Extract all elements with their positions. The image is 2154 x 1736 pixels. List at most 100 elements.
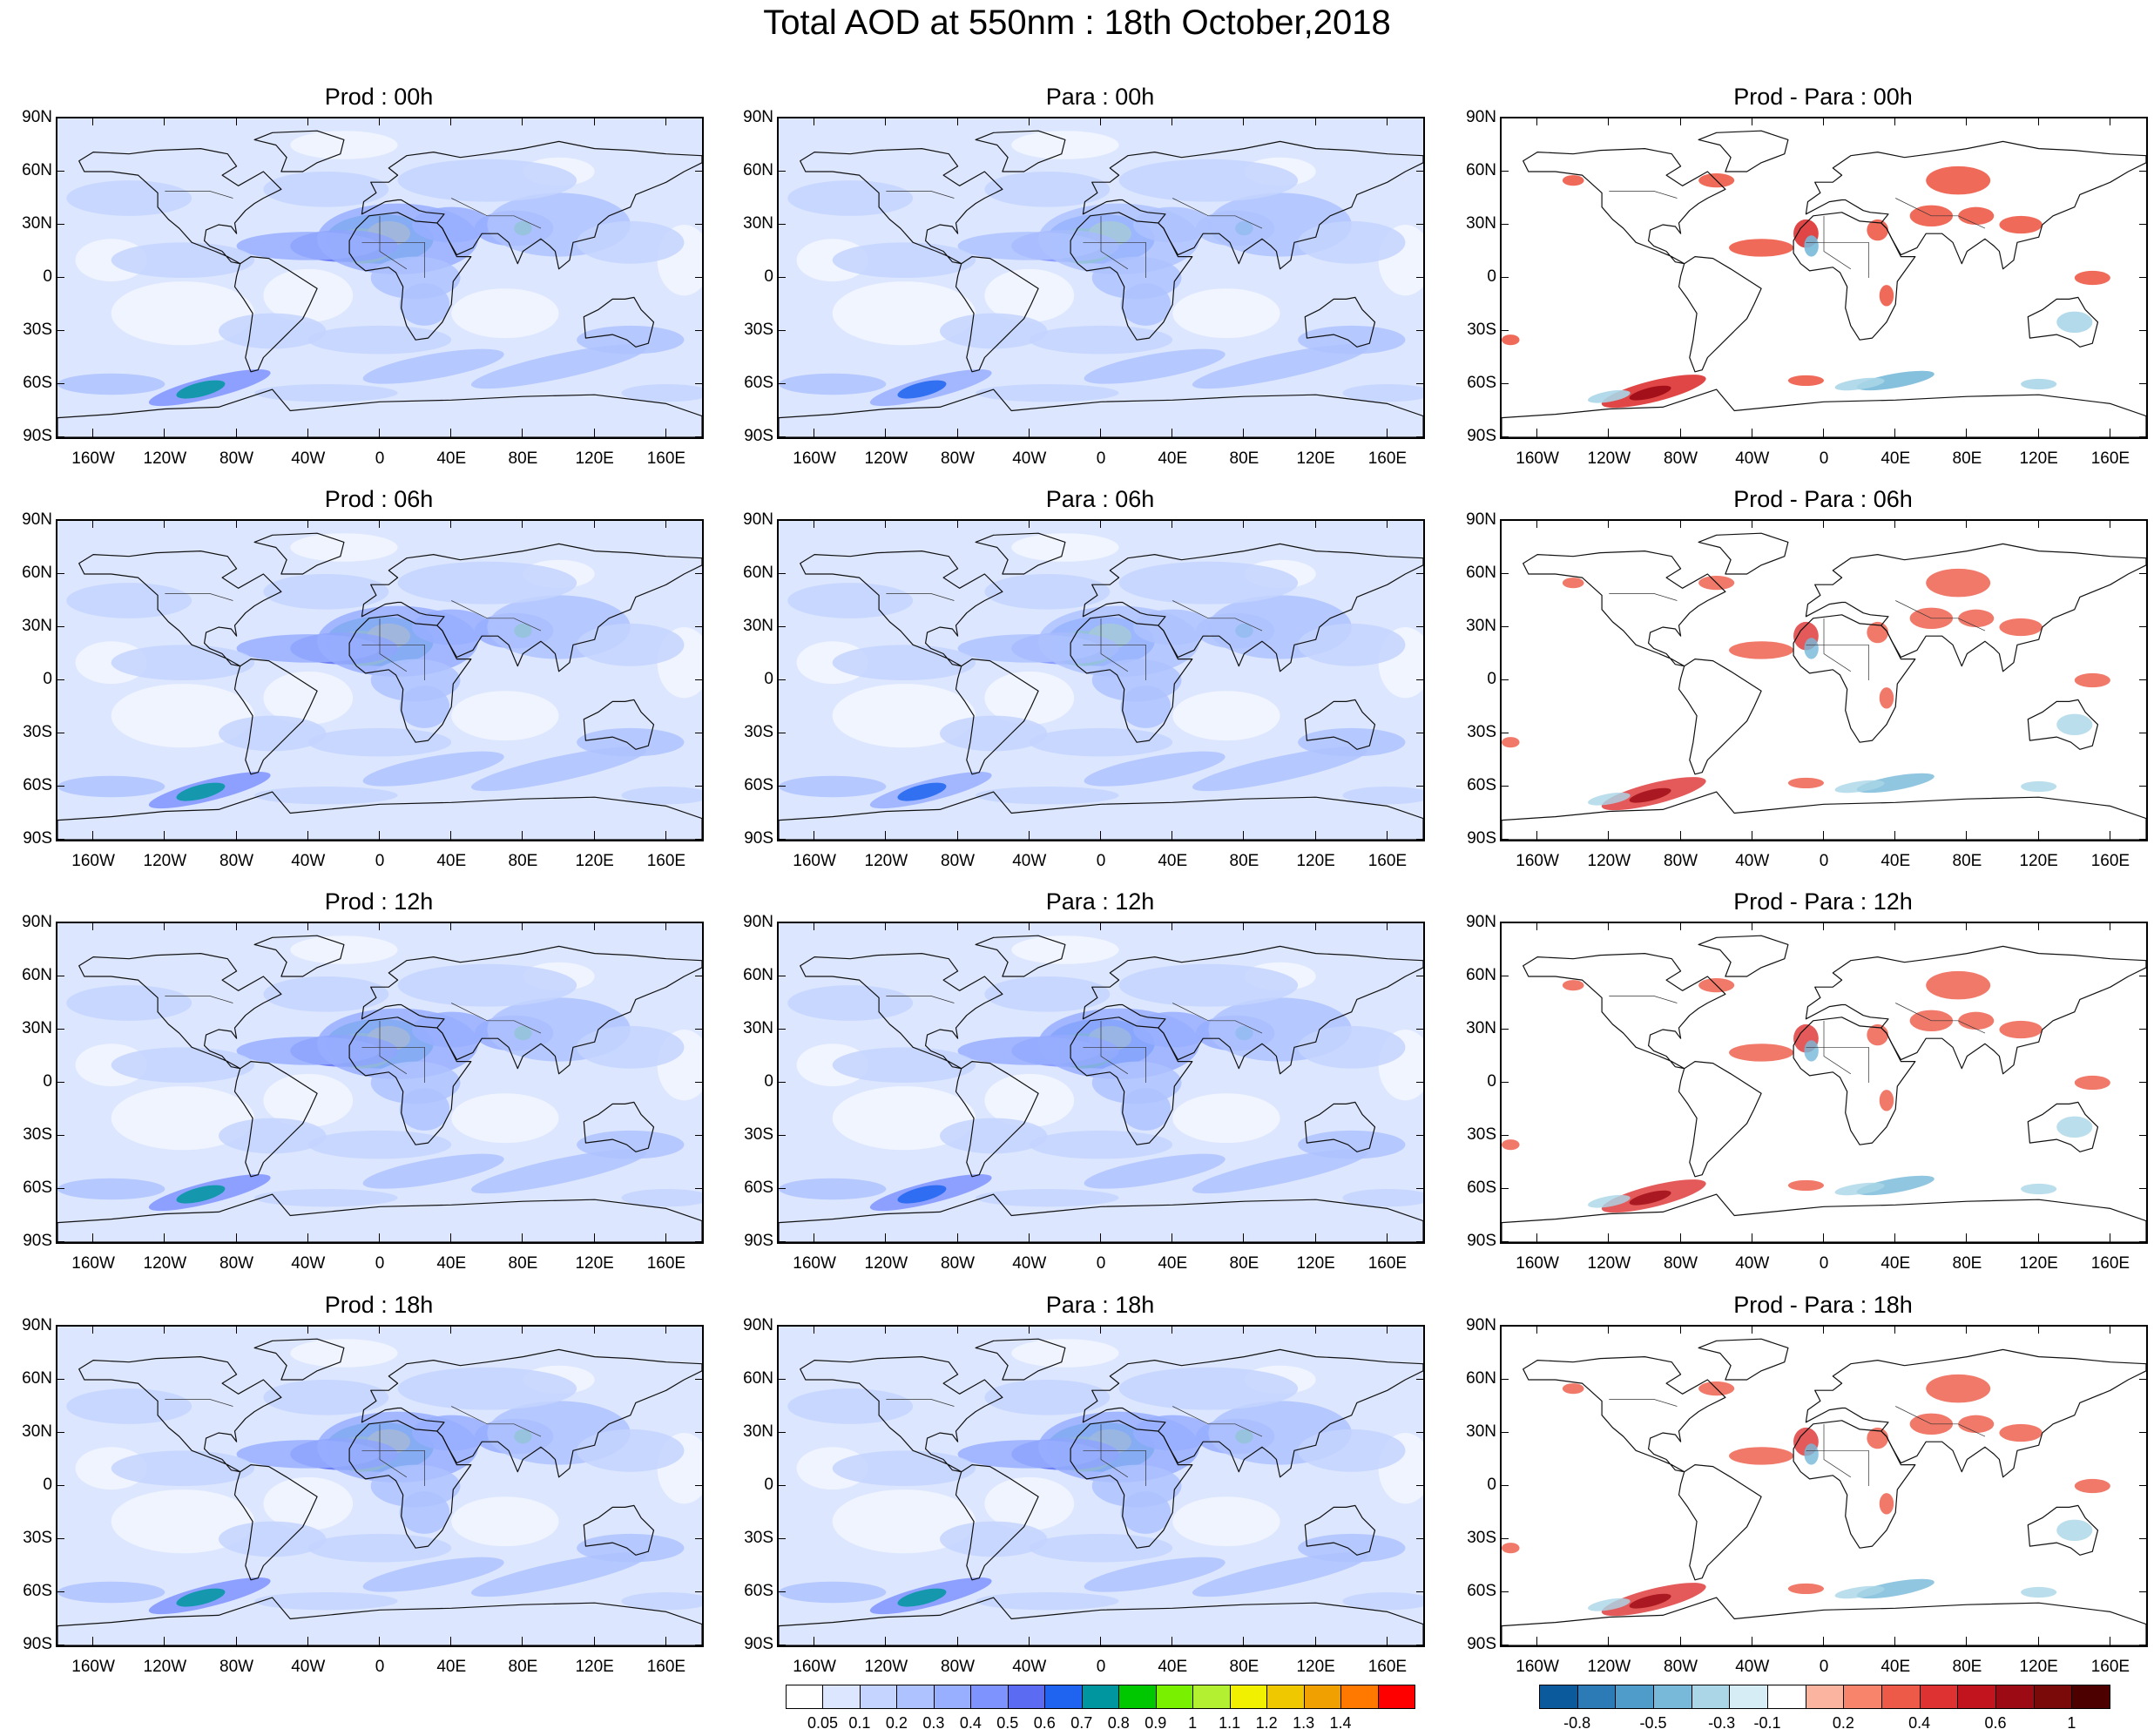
longitude-tick [1894, 1637, 1896, 1645]
country-border [1895, 600, 1986, 632]
panel-title: Prod : 06h [324, 486, 434, 512]
longitude-tick [307, 1637, 308, 1645]
latitude-tick [695, 1188, 704, 1189]
map-panel-6: Prod : 12h 90N 60N 30N 0 30S 60S 90S 160W 120W 80W… [22, 888, 704, 1273]
panel-title: Prod : 18h [324, 1292, 434, 1318]
aerosol-plume [397, 1367, 577, 1410]
longitude-label: 80W [1664, 1254, 1698, 1273]
coastline-africa [1070, 614, 1193, 743]
latitude-tick [2139, 1379, 2148, 1380]
panel-title: Prod : 00h [324, 84, 434, 110]
longitude-label: 40E [1881, 449, 1911, 468]
longitude-tick [1679, 1233, 1681, 1242]
coastline-australia [583, 1504, 655, 1556]
latitude-tick [695, 679, 704, 680]
longitude-tick [1966, 1637, 1968, 1645]
latitude-label: 60N [743, 1369, 773, 1388]
latitude-label: 0 [1487, 267, 1496, 286]
coastline-eurasia [361, 945, 702, 1075]
longitude-label: 40W [1012, 1254, 1047, 1273]
latitude-label: 60S [1467, 1179, 1496, 1197]
latitude-tick [56, 1029, 64, 1030]
latitude-label: 0 [43, 670, 52, 688]
latitude-tick [2139, 839, 2148, 840]
latitude-tick [777, 1082, 786, 1083]
panel-title: Para : 18h [1045, 1292, 1155, 1318]
latitude-label: 30S [744, 1529, 773, 1547]
coastline-australia [1304, 296, 1376, 348]
aerosol-plume [984, 172, 1111, 207]
latitude-label: 60N [22, 966, 52, 984]
country-border [1823, 215, 1852, 270]
latitude-tick [1500, 1188, 1509, 1189]
longitude-tick [92, 922, 94, 930]
longitude-label: 0 [1096, 852, 1106, 870]
aerosol-plume [621, 1189, 702, 1207]
difference-anomaly [1562, 980, 1584, 991]
country-border [1609, 1399, 1678, 1407]
colorbar-swatch [1340, 1685, 1379, 1709]
latitude-tick [777, 1485, 786, 1486]
country-border [886, 191, 955, 199]
longitude-label: 120E [575, 1658, 614, 1676]
longitude-label: 40W [291, 449, 326, 468]
longitude-tick [1536, 117, 1538, 125]
map-canvas [779, 521, 1423, 840]
difference-anomaly [1926, 568, 1991, 598]
difference-anomaly [1629, 787, 1671, 803]
latitude-tick [1416, 1326, 1425, 1327]
main-title: Total AOD at 550nm : 18th October,2018 [763, 3, 1391, 42]
longitude-label: 40E [436, 1254, 467, 1273]
clear-air-region [1172, 1093, 1280, 1144]
longitude-tick [665, 1325, 666, 1334]
colorbar-swatch [1539, 1685, 1578, 1709]
longitude-tick [1028, 831, 1030, 840]
coastline-antarctica [779, 1597, 1423, 1645]
longitude-tick [164, 117, 165, 125]
aerosol-plume [1133, 206, 1212, 243]
country-border [165, 191, 233, 199]
aerosol-plume [1084, 348, 1226, 384]
aerosol-plume [897, 380, 947, 399]
latitude-tick [777, 922, 786, 923]
aerosol-plume [362, 1153, 504, 1189]
aerosol-plume [1192, 1149, 1368, 1194]
latitude-label: 60S [744, 374, 773, 392]
longitude-tick [1823, 429, 1824, 437]
aerosol-plume [779, 1178, 887, 1200]
aerosol-plume [984, 1380, 1111, 1415]
aerosol-plume [1120, 1088, 1172, 1131]
clear-air-region [832, 281, 976, 346]
longitude-tick [450, 1637, 452, 1645]
longitude-tick [665, 117, 666, 125]
coastline-africa [348, 1420, 472, 1549]
difference-anomaly [1999, 618, 2043, 637]
longitude-label: 160E [646, 1658, 686, 1676]
latitude-label: 60N [1466, 1369, 1496, 1388]
country-border [1083, 1046, 1146, 1083]
latitude-label: 60S [1467, 1582, 1496, 1600]
latitude-tick [777, 171, 786, 172]
latitude-label: 90S [23, 1635, 52, 1653]
aerosol-plume [577, 1025, 685, 1069]
coastline-eurasia [361, 543, 702, 672]
longitude-tick [1028, 429, 1030, 437]
latitude-label: 30N [22, 1019, 52, 1037]
latitude-tick [56, 786, 64, 787]
longitude-tick [1028, 1325, 1030, 1334]
longitude-label: 0 [1819, 449, 1829, 468]
aerosol-plume [176, 1588, 226, 1607]
aerosol-plume [976, 787, 1119, 805]
longitude-tick [522, 117, 523, 125]
coastline-antarctica [1502, 791, 2146, 840]
aerosol-plume [1118, 963, 1299, 1007]
coastline-africa [1793, 1420, 1916, 1549]
aerosol-plume [263, 172, 389, 207]
coastline-south-america [233, 256, 318, 373]
latitude-label: 0 [1487, 670, 1496, 688]
coastline-africa [1070, 1420, 1193, 1549]
aerosol-plume [219, 1521, 327, 1557]
clear-air-region [1011, 1339, 1119, 1368]
latitude-label: 30N [22, 617, 52, 635]
longitude-label: 80W [1664, 449, 1698, 468]
